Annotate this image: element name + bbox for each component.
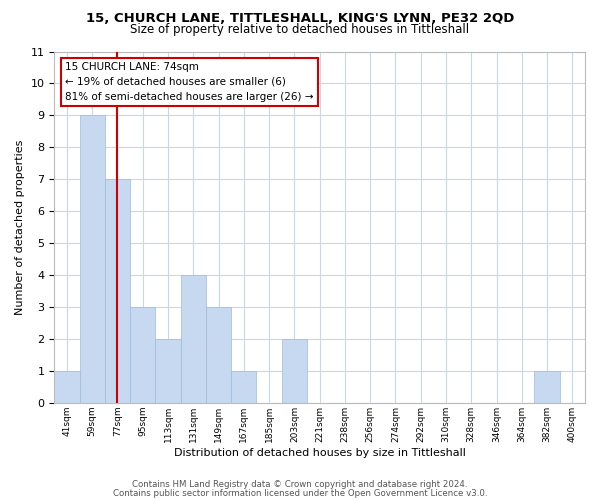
- Text: 15 CHURCH LANE: 74sqm
← 19% of detached houses are smaller (6)
81% of semi-detac: 15 CHURCH LANE: 74sqm ← 19% of detached …: [65, 62, 313, 102]
- Bar: [282, 339, 307, 403]
- Text: 15, CHURCH LANE, TITTLESHALL, KING'S LYNN, PE32 2QD: 15, CHURCH LANE, TITTLESHALL, KING'S LYN…: [86, 12, 514, 26]
- Bar: [80, 116, 105, 403]
- Bar: [130, 307, 155, 403]
- Text: Contains HM Land Registry data © Crown copyright and database right 2024.: Contains HM Land Registry data © Crown c…: [132, 480, 468, 489]
- Bar: [535, 371, 560, 403]
- Text: Size of property relative to detached houses in Tittleshall: Size of property relative to detached ho…: [130, 22, 470, 36]
- Text: Contains public sector information licensed under the Open Government Licence v3: Contains public sector information licen…: [113, 488, 487, 498]
- Bar: [181, 275, 206, 403]
- Bar: [105, 179, 130, 403]
- Y-axis label: Number of detached properties: Number of detached properties: [15, 140, 25, 315]
- Bar: [206, 307, 231, 403]
- Bar: [155, 339, 181, 403]
- Bar: [231, 371, 256, 403]
- X-axis label: Distribution of detached houses by size in Tittleshall: Distribution of detached houses by size …: [174, 448, 466, 458]
- Bar: [54, 371, 80, 403]
